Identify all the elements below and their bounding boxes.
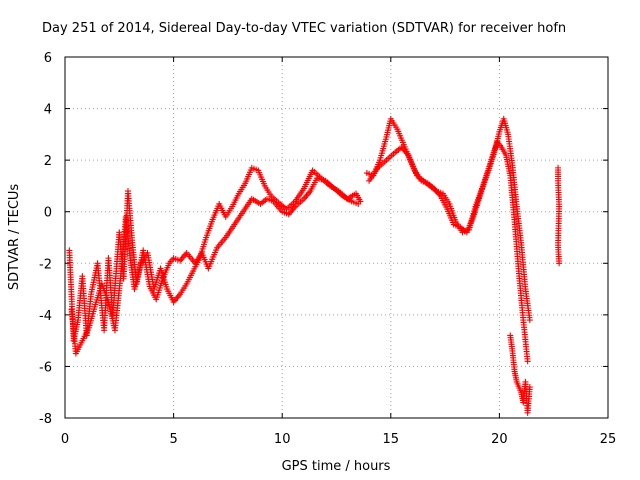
series-arc-e [507,332,533,416]
data-point [556,260,563,267]
x-tick-label: 5 [169,432,177,447]
x-axis-label: GPS time / hours [282,459,391,474]
y-tick-label: -8 [39,412,52,427]
y-tick-label: 0 [44,206,52,221]
y-tick-label: -2 [39,257,52,272]
x-tick-label: 25 [600,432,617,447]
series-arc-b [68,164,364,357]
x-tick-label: 10 [274,432,291,447]
data-point [357,198,364,205]
y-tick-label: 4 [44,103,52,118]
data-points [66,115,563,416]
grid [65,57,608,418]
y-tick-label: -6 [39,360,52,375]
x-tick-label: 0 [61,432,69,447]
series-arc-f [555,164,563,267]
series-arc-c [363,115,533,324]
plot-frame [64,56,609,419]
y-tick-label: -4 [39,309,52,324]
series-arc-d [366,139,531,365]
y-axis-label: SDTVAR / TECUs [7,184,22,291]
series-arc-a [66,175,362,344]
data-point [526,317,533,324]
y-tick-label: 2 [44,154,52,169]
chart-title: Day 251 of 2014, Sidereal Day-to-day VTE… [42,21,566,36]
data-point [526,384,533,391]
y-tick-label: 6 [44,51,52,66]
data-point [524,358,531,365]
x-tick-label: 15 [383,432,400,447]
x-tick-label: 20 [491,432,508,447]
